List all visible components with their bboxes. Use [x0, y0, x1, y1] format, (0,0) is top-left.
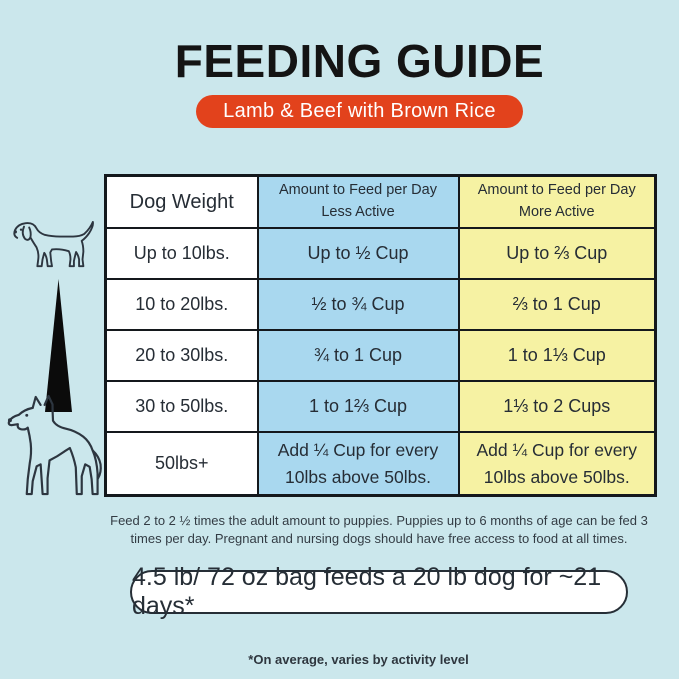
table-row: 30 to 50lbs. 1 to 1⅔ Cup 1⅓ to 2 Cups	[104, 380, 657, 433]
less-active-cell: 1 to 1⅔ Cup	[256, 380, 460, 433]
feeding-guide-table: Dog Weight Amount to Feed per Day Less A…	[104, 174, 657, 497]
column-header-label: Amount to Feed per Day	[477, 182, 636, 199]
less-active-cell: ½ to ¾ Cup	[256, 278, 460, 331]
table-row: 20 to 30lbs. ¾ to 1 Cup 1 to 1⅓ Cup	[104, 329, 657, 382]
more-active-cell: ⅔ to 1 Cup	[457, 278, 657, 331]
column-header-sublabel: More Active	[518, 204, 595, 220]
weight-cell: 10 to 20lbs.	[104, 278, 259, 331]
more-active-cell: 1⅓ to 2 Cups	[457, 380, 657, 433]
weight-cell: 50lbs+	[104, 431, 259, 497]
column-header-sublabel: Less Active	[321, 204, 395, 220]
more-active-cell: Up to ⅔ Cup	[457, 227, 657, 280]
table-row: 50lbs+ Add ¼ Cup for every 10lbs above 5…	[104, 431, 657, 497]
table-header-row: Dog Weight Amount to Feed per Day Less A…	[104, 174, 657, 229]
table-row: 10 to 20lbs. ½ to ¾ Cup ⅔ to 1 Cup	[104, 278, 657, 331]
column-header-more-active: Amount to Feed per Day More Active	[457, 174, 657, 229]
less-active-cell: ¾ to 1 Cup	[256, 329, 460, 382]
weight-cell: Up to 10lbs.	[104, 227, 259, 280]
flavor-badge: Lamb & Beef with Brown Rice	[196, 95, 523, 128]
flavor-badge-container: Lamb & Beef with Brown Rice	[40, 95, 679, 128]
less-active-cell: Up to ½ Cup	[256, 227, 460, 280]
table-row: Up to 10lbs. Up to ½ Cup Up to ⅔ Cup	[104, 227, 657, 280]
dachshund-illustration	[13, 220, 94, 268]
column-header-less-active: Amount to Feed per Day Less Active	[256, 174, 460, 229]
weight-cell: 20 to 30lbs.	[104, 329, 259, 382]
size-scale-triangle	[45, 279, 72, 412]
great-dane-illustration	[7, 394, 102, 496]
puppy-feeding-note: Feed 2 to 2 ½ times the adult amount to …	[110, 513, 648, 547]
disclaimer-note: *On average, varies by activity level	[248, 652, 469, 667]
page-title: FEEDING GUIDE	[174, 35, 545, 87]
column-header-label: Dog Weight	[129, 191, 234, 213]
bag-size-note: 4.5 lb/ 72 oz bag feeds a 20 lb dog for …	[130, 563, 628, 620]
column-header-dog-weight: Dog Weight	[104, 174, 259, 229]
more-active-cell: 1 to 1⅓ Cup	[457, 329, 657, 382]
weight-cell: 30 to 50lbs.	[104, 380, 259, 433]
more-active-cell: Add ¼ Cup for every 10lbs above 50lbs.	[457, 431, 657, 497]
less-active-cell: Add ¼ Cup for every 10lbs above 50lbs.	[256, 431, 460, 497]
column-header-label: Amount to Feed per Day	[279, 182, 437, 199]
